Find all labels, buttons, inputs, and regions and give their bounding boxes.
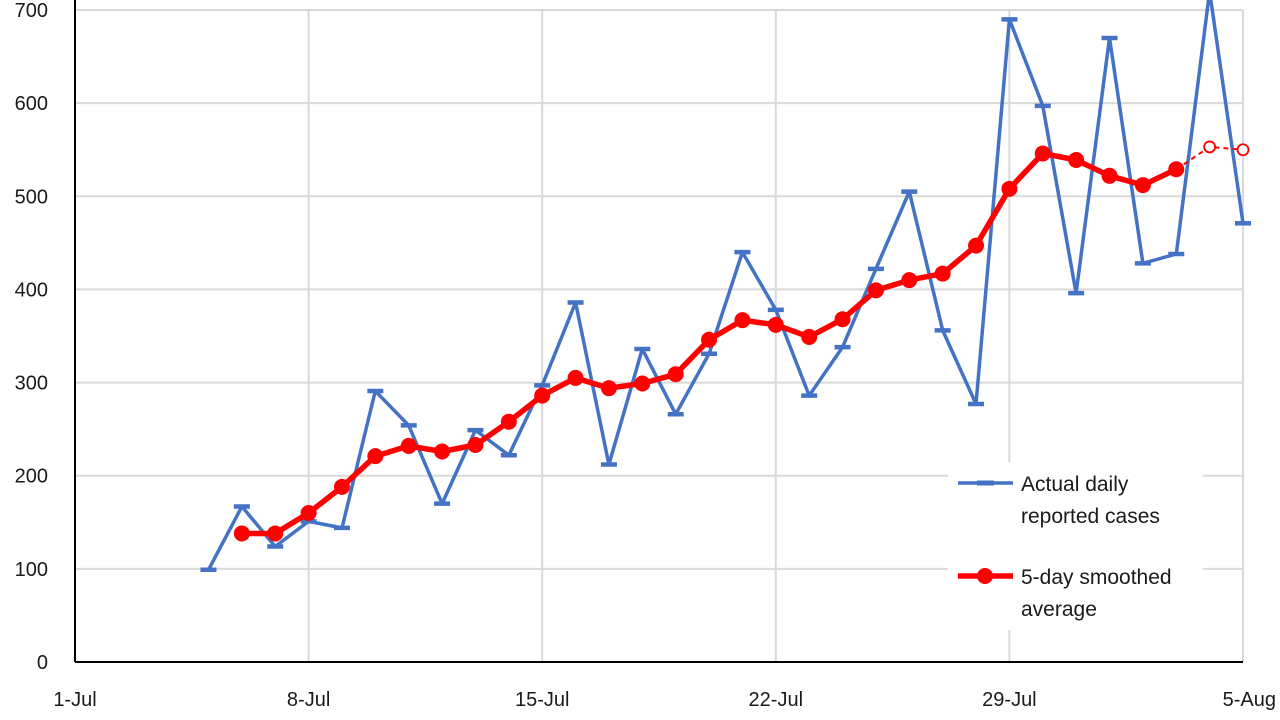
data-point-marker	[434, 443, 451, 460]
data-point-marker	[667, 366, 684, 383]
y-tick-label: 300	[15, 373, 48, 395]
data-point-marker	[1068, 151, 1085, 168]
data-point-marker	[567, 369, 584, 386]
data-point-marker	[734, 312, 751, 329]
data-point-marker	[367, 448, 384, 465]
data-point-marker	[534, 387, 551, 404]
x-tick-label: 8-Jul	[287, 689, 330, 711]
data-point-marker	[901, 272, 918, 289]
data-point-marker	[600, 380, 617, 397]
series-2	[1175, 140, 1250, 171]
data-point-marker	[634, 375, 651, 392]
data-point-marker	[934, 265, 951, 282]
data-point-marker	[233, 525, 250, 542]
x-tick-label: 15-Jul	[515, 689, 569, 711]
y-tick-label: 400	[15, 279, 48, 301]
data-point-marker	[1168, 161, 1185, 178]
y-tick-label: 100	[15, 559, 48, 581]
data-point-marker	[333, 478, 350, 495]
y-tick-label: 0	[37, 652, 48, 674]
legend-label-smoothed: 5-day smoothed average	[1021, 566, 1172, 621]
y-tick-label: 600	[15, 93, 48, 115]
series-0	[200, 0, 1251, 573]
grid-lines	[75, 9, 1244, 662]
x-tick-label: 22-Jul	[749, 689, 803, 711]
data-point-marker	[1101, 167, 1118, 184]
x-tick-label: 5-Aug	[1223, 689, 1276, 711]
data-point-marker	[701, 331, 718, 348]
data-point-marker	[400, 437, 417, 454]
data-point-marker	[834, 311, 851, 328]
legend-marker-smoothed	[977, 568, 993, 584]
axes	[74, 0, 1243, 663]
data-point-marker	[767, 316, 784, 333]
data-point-marker	[500, 413, 517, 430]
data-point-marker	[1001, 180, 1018, 197]
data-point-marker	[300, 504, 317, 521]
x-tick-labels: 1-Jul 8-Jul 15-Jul 22-Jul 29-Jul 5-Aug	[53, 689, 1276, 711]
projected-point-marker	[1236, 143, 1250, 157]
data-point-marker	[267, 525, 284, 542]
x-tick-label: 29-Jul	[982, 689, 1036, 711]
y-tick-label: 200	[15, 466, 48, 488]
series	[200, 0, 1251, 573]
data-point-marker	[1034, 145, 1051, 162]
actual-cases-line	[206, 0, 1245, 571]
series-1	[233, 145, 1185, 542]
data-point-marker	[867, 282, 884, 299]
data-point-marker	[968, 237, 985, 254]
data-point-marker	[801, 328, 818, 345]
legend: Actual daily reported cases 5-day smoothed…	[948, 462, 1203, 630]
projected-point-marker	[1203, 140, 1217, 154]
legend-box	[948, 462, 1203, 630]
data-point-marker	[467, 436, 484, 453]
y-tick-label: 500	[15, 186, 48, 208]
y-tick-label: 700	[15, 0, 48, 22]
legend-label-actual: Actual daily reported cases	[1021, 473, 1160, 528]
data-point-marker	[1134, 177, 1151, 194]
y-tick-labels: 0 100 200 300 400 500 600 700	[15, 0, 48, 674]
x-tick-label: 1-Jul	[53, 689, 96, 711]
